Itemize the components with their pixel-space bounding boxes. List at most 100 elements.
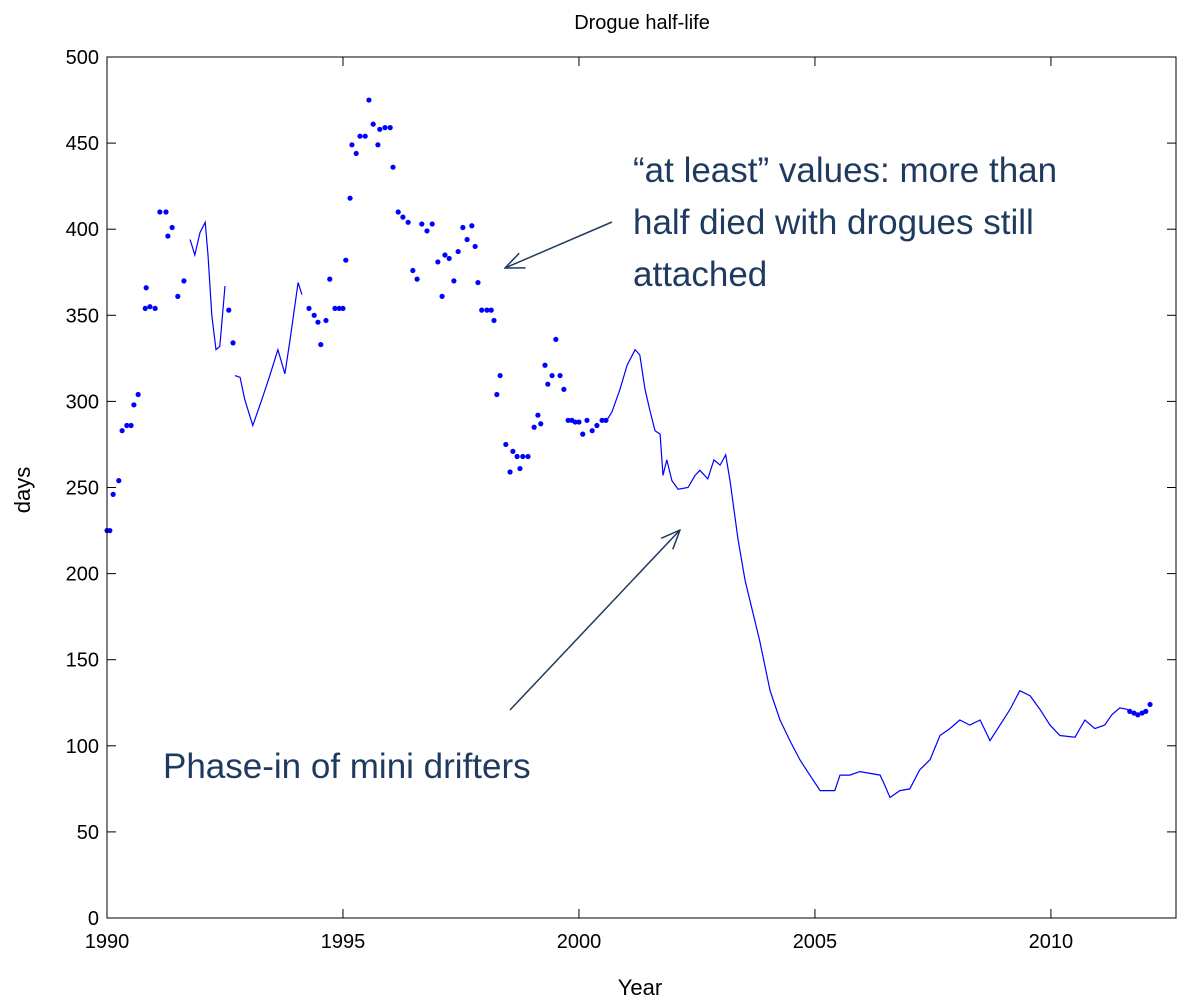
data-point <box>594 422 600 429</box>
data-point <box>390 164 396 170</box>
data-point <box>599 417 605 423</box>
annotation-arrow <box>505 221 613 268</box>
data-point <box>169 224 175 231</box>
data-point <box>175 293 181 299</box>
data-point <box>327 276 333 282</box>
data-point <box>576 419 582 425</box>
data-point <box>561 386 567 392</box>
data-point <box>357 133 363 139</box>
data-point <box>382 125 388 131</box>
data-point <box>446 255 452 262</box>
data-point <box>375 142 381 148</box>
data-point <box>349 142 355 148</box>
data-point <box>451 278 457 284</box>
data-point <box>603 417 609 423</box>
data-point <box>332 305 338 312</box>
data-point <box>549 372 555 379</box>
data-point <box>366 97 372 103</box>
data-point <box>464 236 470 243</box>
data-point <box>439 293 445 299</box>
data-point <box>469 223 475 229</box>
data-point <box>124 422 130 429</box>
data-line <box>189 220 1129 799</box>
data-point <box>107 527 113 534</box>
data-point <box>315 319 321 325</box>
data-point <box>405 219 411 225</box>
data-point <box>230 340 236 346</box>
data-point <box>535 412 541 418</box>
y-tick-label: 400 <box>66 219 99 241</box>
data-point <box>306 305 312 312</box>
y-tick-label: 100 <box>66 736 99 758</box>
data-point <box>116 478 122 484</box>
data-point <box>414 276 420 282</box>
data-point <box>572 419 578 425</box>
annotation: half died with drogues still <box>633 203 1034 242</box>
data-point <box>507 469 513 475</box>
data-point <box>497 372 503 379</box>
data-point <box>429 221 435 227</box>
data-point <box>147 304 153 310</box>
data-point <box>347 195 353 201</box>
data-point <box>510 448 516 454</box>
data-point <box>362 133 368 139</box>
data-point <box>142 305 148 312</box>
data-point <box>520 453 526 460</box>
chart-title: Drogue half-life <box>574 12 710 34</box>
x-tick-label: 2000 <box>557 931 602 953</box>
data-point <box>163 209 169 215</box>
data-point <box>157 209 163 215</box>
data-point <box>503 441 509 448</box>
y-tick-label: 250 <box>66 478 99 500</box>
data-point <box>460 224 466 231</box>
data-point <box>557 372 563 379</box>
annotation: “at least” values: more than <box>633 151 1057 190</box>
data-point <box>491 317 497 324</box>
data-point <box>455 248 461 255</box>
data-point <box>323 317 329 324</box>
y-tick-label: 450 <box>66 133 99 155</box>
data-point <box>135 391 141 398</box>
data-point <box>565 417 571 423</box>
data-point <box>318 341 324 348</box>
data-point <box>435 259 441 265</box>
data-point <box>110 491 116 497</box>
plot-area <box>104 97 1153 799</box>
data-point <box>424 228 430 234</box>
data-point <box>517 465 523 472</box>
x-axis-label: Year <box>618 975 662 1000</box>
data-point <box>395 209 401 215</box>
data-point <box>353 150 359 157</box>
annotation: attached <box>633 255 767 294</box>
x-tick-label: 1990 <box>85 931 130 953</box>
data-point <box>542 362 548 368</box>
data-point <box>131 402 137 408</box>
data-point <box>479 307 485 313</box>
annotation: Phase-in of mini drifters <box>163 747 531 786</box>
y-tick-label: 500 <box>66 47 99 69</box>
data-point <box>514 453 520 460</box>
data-point <box>226 307 232 313</box>
data-point <box>488 307 494 313</box>
data-point <box>494 391 500 398</box>
data-point <box>165 233 171 239</box>
data-point <box>584 417 590 423</box>
data-point <box>343 257 349 263</box>
y-tick-label: 350 <box>66 305 99 327</box>
y-tick-label: 200 <box>66 564 99 586</box>
data-point <box>545 381 551 387</box>
x-tick-label: 2005 <box>793 931 838 953</box>
data-point <box>400 214 406 220</box>
y-tick-label: 0 <box>88 908 99 930</box>
data-point <box>531 424 537 430</box>
y-tick-label: 300 <box>66 391 99 413</box>
y-tick-label: 150 <box>66 650 99 672</box>
data-point <box>311 312 317 318</box>
data-point <box>119 428 125 434</box>
data-point <box>336 305 342 312</box>
data-point <box>181 278 187 284</box>
data-point <box>387 125 393 131</box>
annotation-arrow <box>509 530 680 711</box>
data-point <box>580 431 586 437</box>
data-point <box>484 307 490 313</box>
